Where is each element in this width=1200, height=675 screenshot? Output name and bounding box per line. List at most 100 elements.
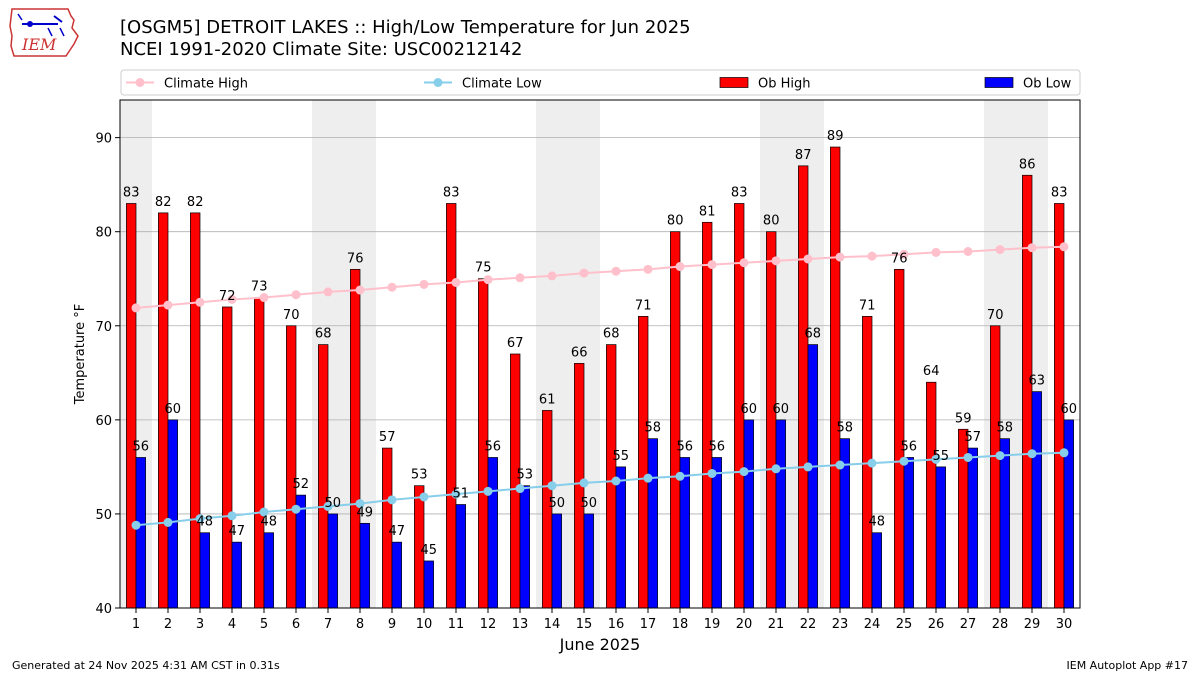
ob-high-label: 82 <box>187 195 204 210</box>
ob-low-bar <box>935 466 946 609</box>
ob-low-label: 58 <box>645 421 662 436</box>
climate-low-point <box>291 504 301 514</box>
climate-low-point <box>1027 449 1037 459</box>
ob-high-bar <box>1022 174 1033 609</box>
ob-low-bar <box>711 457 722 609</box>
ob-low-bar <box>423 560 434 609</box>
ob-low-label: 48 <box>197 515 214 530</box>
climate-high-point <box>131 303 141 313</box>
ob-low-label: 53 <box>517 468 534 483</box>
climate-low-point <box>803 462 813 472</box>
chart-title: [OSGM5] DETROIT LAKES :: High/Low Temper… <box>120 17 691 38</box>
climate-low-point <box>579 478 589 488</box>
ob-low-bar <box>615 466 626 609</box>
climate-low-point <box>195 514 205 524</box>
ob-low-bar <box>1031 391 1042 609</box>
climate-low-point <box>163 517 173 527</box>
climate-low-point <box>835 460 845 470</box>
ob-high-bar <box>286 325 297 609</box>
ob-high-label: 76 <box>347 251 364 266</box>
x-tick-label: 28 <box>992 617 1009 632</box>
ob-low-label: 58 <box>997 421 1014 436</box>
ob-low-label: 68 <box>805 327 822 342</box>
plot-frame <box>119 99 1081 609</box>
ob-low-bar <box>359 522 370 609</box>
climate-high-point <box>707 260 717 270</box>
climate-low-point <box>355 499 365 509</box>
legend-climate-low-label: Climate Low <box>462 77 542 92</box>
climate-low-point <box>131 520 141 530</box>
ob-high-bar <box>606 344 617 609</box>
legend-box <box>120 69 1081 96</box>
climate-high-point <box>515 273 525 283</box>
climate-high-point <box>995 245 1005 255</box>
x-tick-label: 21 <box>768 617 785 632</box>
ob-low-label: 52 <box>293 477 310 492</box>
ob-low-label: 45 <box>421 543 438 558</box>
x-tick-label: 19 <box>704 617 721 632</box>
ob-low-bar <box>871 532 882 609</box>
climate-high-point <box>835 252 845 262</box>
ob-low-bar <box>775 419 786 609</box>
ob-high-bar <box>702 221 713 609</box>
climate-low-point <box>739 467 749 477</box>
climate-high-point <box>259 293 269 303</box>
ob-high-bar <box>766 231 777 609</box>
ob-high-label: 64 <box>923 364 940 379</box>
ob-high-label: 83 <box>731 185 748 200</box>
x-tick-label: 3 <box>196 617 204 632</box>
ob-high-label: 70 <box>283 308 300 323</box>
ob-high-bar <box>798 165 809 609</box>
ob-low-label: 63 <box>1029 374 1046 389</box>
ob-high-bar <box>350 268 361 609</box>
climate-low-point <box>451 489 461 499</box>
legend-climate-high-marker <box>135 78 145 87</box>
ob-high-label: 80 <box>763 214 780 229</box>
climate-low-point <box>867 458 877 468</box>
climate-high-point <box>739 258 749 268</box>
ob-high-label: 75 <box>475 261 492 276</box>
ob-high-label: 82 <box>155 195 172 210</box>
x-tick-label: 15 <box>576 617 593 632</box>
ob-low-bar <box>199 532 210 609</box>
ob-low-bar <box>551 513 562 609</box>
ob-low-bar <box>167 419 178 609</box>
climate-low-point <box>515 484 525 494</box>
ob-low-bar <box>967 447 978 609</box>
x-tick-label: 6 <box>292 617 300 632</box>
x-tick-label: 4 <box>228 617 236 632</box>
climate-low-point <box>643 473 653 483</box>
x-tick-label: 5 <box>260 617 268 632</box>
climate-low-point <box>931 454 941 464</box>
climate-high-point <box>323 287 333 297</box>
climate-low-point <box>899 456 909 466</box>
generated-footer: Generated at 24 Nov 2025 4:31 AM CST in … <box>12 659 280 672</box>
ob-low-bar <box>903 457 914 609</box>
ob-low-bar <box>135 457 146 609</box>
ob-low-bar <box>327 513 338 609</box>
x-tick-label: 22 <box>800 617 817 632</box>
legend-ob-low-swatch <box>984 77 1014 88</box>
climate-high-point <box>931 247 941 257</box>
ob-low-label: 50 <box>325 496 342 511</box>
legend-climate-high-label: Climate High <box>164 77 248 92</box>
climate-high-point <box>1027 243 1037 253</box>
ob-low-label: 56 <box>485 439 502 454</box>
x-tick-label: 24 <box>864 617 881 632</box>
ob-low-label: 60 <box>165 402 182 417</box>
ob-low-bar <box>455 504 466 609</box>
climate-high-point <box>419 279 429 289</box>
climate-high-line <box>135 245 1065 309</box>
climate-high-point <box>579 268 589 278</box>
ob-low-bar <box>999 438 1010 609</box>
climate-high-point <box>291 290 301 300</box>
legend-ob-high-swatch <box>719 77 749 88</box>
climate-high-point <box>611 266 621 276</box>
climate-low-point <box>259 507 269 517</box>
ob-high-label: 68 <box>603 327 620 342</box>
climate-low-point <box>995 451 1005 461</box>
ob-low-label: 51 <box>453 487 470 502</box>
ob-high-bar <box>926 381 937 609</box>
ob-high-label: 57 <box>379 430 396 445</box>
